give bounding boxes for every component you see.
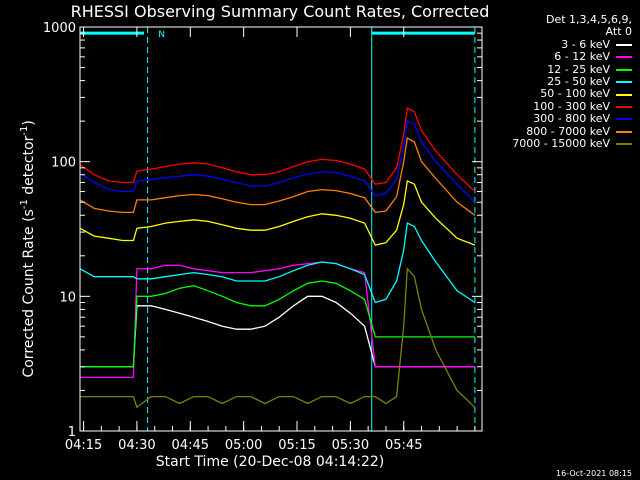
legend-item: 6 - 12 keV: [512, 50, 632, 64]
tick-layer: [80, 26, 482, 432]
legend-label: 25 - 50 keV: [547, 75, 610, 89]
legend-item: 100 - 300 keV: [512, 99, 632, 113]
legend-item: 300 - 800 keV: [512, 112, 632, 126]
x-tick-label: 05:45: [385, 438, 422, 453]
series-line-0: [80, 295, 475, 368]
legend-swatch: [616, 118, 632, 121]
legend-swatch: [616, 68, 632, 71]
legend-label: 6 - 12 keV: [554, 50, 610, 64]
series-line-1: [80, 261, 475, 379]
legend-label: 12 - 25 keV: [547, 62, 610, 76]
legend-swatch: [616, 106, 632, 109]
series-line-8: [80, 267, 476, 409]
x-tick-label: 04:30: [118, 438, 155, 453]
legend-item: 3 - 6 keV: [512, 37, 632, 51]
legend-swatch: [616, 143, 632, 146]
series-line-3: [79, 222, 476, 304]
legend-item: 50 - 100 keV: [512, 88, 632, 100]
legend-label: 800 - 7000 keV: [526, 124, 610, 138]
legend-header-2: Att 0: [605, 25, 632, 39]
legend-label: 3 - 6 keV: [561, 37, 610, 51]
y-tick-label: 10: [59, 290, 76, 305]
legend-swatch: [616, 56, 632, 59]
series-line-6: [79, 120, 476, 203]
x-tick-label: 04:45: [172, 438, 209, 453]
y-label-main: Corrected Count Rate (s: [20, 209, 37, 378]
chart-title: RHESSI Observing Summary Count Rates, Co…: [70, 2, 490, 21]
y-label-sup1: -1: [19, 199, 31, 210]
legend-label: 7000 - 15000 keV: [512, 137, 610, 151]
y-tick-label: 1000: [43, 21, 76, 36]
x-tick-label: 05:00: [225, 438, 262, 453]
tick-label-layer: 04:15 04:30 04:45 05:00 05:15 05:30 05:45 1 10 10…: [43, 21, 423, 453]
legend: Det 1,3,4,5,6,9, Att 0 3 - 6 keV 6 - 12 k…: [512, 13, 632, 151]
series-line-4: [79, 179, 476, 246]
y-tick-label: 1: [68, 425, 76, 440]
x-tick-label: 05:30: [332, 438, 369, 453]
x-tick-label: 05:15: [278, 438, 315, 453]
x-axis-label: Start Time (20-Dec-08 04:14:22): [155, 454, 385, 470]
y-label-mid: detector: [20, 135, 37, 200]
legend-item: 7000 - 15000 keV: [512, 137, 632, 151]
annotation-layer: N: [80, 27, 476, 431]
legend-rows: 3 - 6 keV 6 - 12 keV 12 - 25 keV 25 - 50 ke…: [512, 37, 632, 151]
footer-timestamp: 16-Oct-2021 08:15: [556, 469, 632, 478]
series-line-5: [79, 107, 476, 192]
y-label-end: ): [20, 120, 37, 126]
legend-swatch: [616, 130, 632, 133]
legend-header-1: Det 1,3,4,5,6,9,: [545, 13, 632, 26]
legend-item: 25 - 50 keV: [512, 75, 632, 89]
legend-label: 50 - 100 keV: [540, 87, 610, 101]
x-tick-label: 04:15: [65, 438, 102, 453]
y-tick-label: 100: [51, 156, 76, 171]
legend-swatch: [616, 81, 632, 84]
legend-swatch: [616, 93, 632, 96]
series-line-7: [79, 136, 476, 216]
legend-item: 12 - 25 keV: [512, 62, 632, 76]
annotation-text: N: [158, 30, 165, 40]
y-label-sup2: -1: [19, 125, 31, 136]
y-axis-label: Corrected Count Rate (s-1 detector-1): [19, 119, 37, 379]
legend-swatch: [616, 44, 632, 47]
legend-label: 300 - 800 keV: [533, 112, 610, 126]
plot-frame: [79, 26, 483, 432]
legend-item: 800 - 7000 keV: [512, 124, 632, 138]
series-line-2: [80, 280, 475, 368]
legend-label: 100 - 300 keV: [533, 99, 610, 113]
series-layer: [79, 107, 476, 409]
